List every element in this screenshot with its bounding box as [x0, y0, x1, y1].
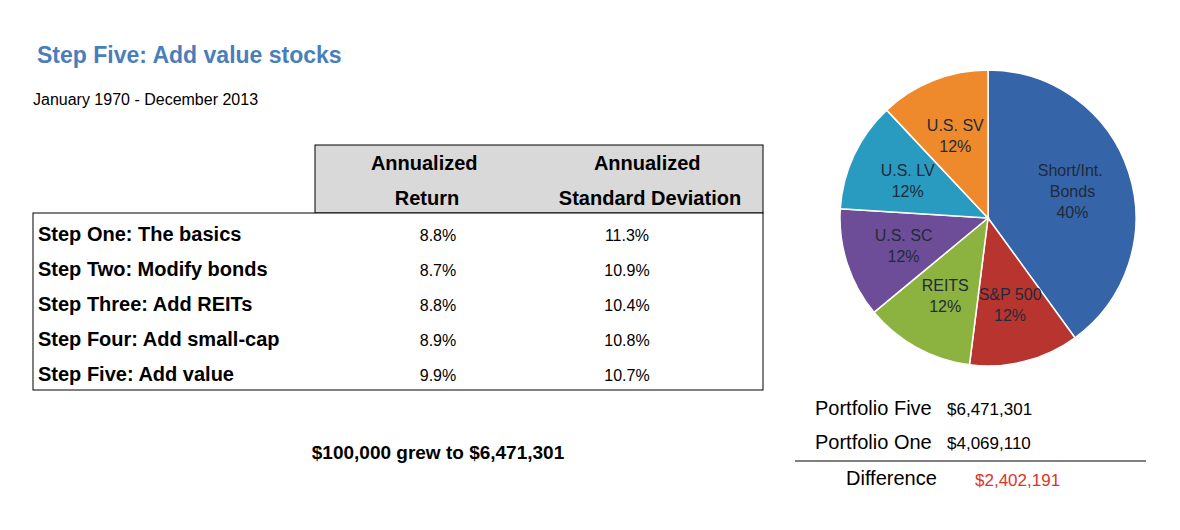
summary-label: Portfolio One [815, 431, 932, 453]
summary-total-label: Difference [846, 467, 937, 489]
table: Annualized Return Annualized Standard Dev… [33, 145, 763, 390]
table-cell: 10.9% [604, 262, 649, 279]
slice-value-label: 12% [892, 183, 924, 200]
row-label: Step Two: Modify bonds [38, 258, 268, 280]
table-cell: 10.4% [604, 297, 649, 314]
table-body-box [33, 213, 763, 390]
row-label: Step Three: Add REITs [38, 293, 252, 315]
table-cell: 8.8% [420, 297, 456, 314]
caption: $100,000 grew to $6,471,301 [312, 442, 565, 463]
column-header: Annualized Standard Deviation [559, 152, 741, 209]
slice [887, 70, 988, 218]
table-cell: 10.7% [604, 367, 649, 384]
slice-label: Short/Int. Bonds [1038, 162, 1107, 200]
slice-label: U.S. LV [881, 162, 935, 179]
summary: Portfolio Five $6,471,301 Portfolio One $4,… [795, 397, 1146, 490]
table-cell: 9.9% [420, 367, 456, 384]
table-cell: 8.9% [420, 332, 456, 349]
summary-label: Portfolio Five [815, 397, 932, 419]
slice-value-label: 12% [929, 298, 961, 315]
slice-label: REITS [922, 277, 969, 294]
slice-labels: Short/Int. Bonds40%S&P 50012%REITS12%U.S… [875, 117, 1107, 324]
table-header-box [315, 145, 763, 213]
row-label: Step Five: Add value [38, 363, 234, 385]
slice-value-label: 12% [888, 248, 920, 265]
row-label: Step Four: Add small-cap [38, 328, 280, 350]
subtitle: January 1970 - December 2013 [33, 91, 258, 108]
table-cell: 11.3% [605, 227, 649, 244]
slice-label: U.S. SV [927, 117, 984, 134]
slice [840, 209, 988, 313]
slice-value-label: 12% [994, 307, 1026, 324]
canvas: Step Five: Add value stocks January 1970 … [0, 0, 1180, 530]
slice-label: U.S. SC [875, 227, 933, 244]
slice-value-label: 40% [1056, 204, 1088, 221]
title: Step Five: Add value stocks [37, 42, 342, 68]
table-cell: 10.8% [604, 332, 649, 349]
summary-value: $6,471,301 [947, 400, 1032, 419]
summary-rule [795, 461, 1146, 462]
slice-label: S&P 500 [979, 286, 1042, 303]
slices [840, 70, 1136, 366]
pie: Short/Int. Bonds40%S&P 50012%REITS12%U.S… [840, 70, 1136, 366]
summary-total-value: $2,402,191 [975, 471, 1060, 490]
table-cell: 8.8% [420, 227, 456, 244]
table-cell: 8.7% [420, 262, 456, 279]
column-header: Annualized Return [371, 152, 483, 209]
summary-value: $4,069,110 [947, 434, 1031, 453]
row-label: Step One: The basics [38, 223, 241, 245]
slice-value-label: 12% [939, 138, 971, 155]
